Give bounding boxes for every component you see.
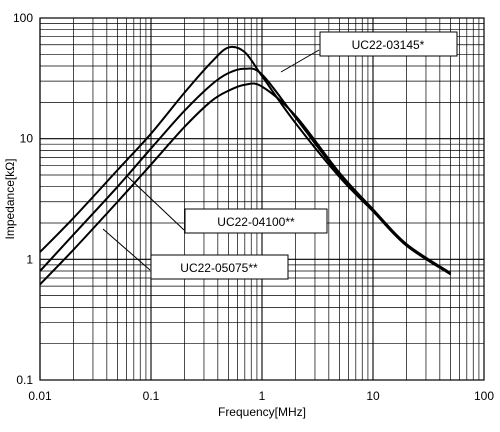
annotation-label: UC22-05075** xyxy=(180,261,258,275)
annotation-04100: UC22-04100** xyxy=(126,175,328,234)
y-tick-label: 10 xyxy=(20,132,34,146)
annotation-box xyxy=(184,208,328,234)
series-group xyxy=(39,45,452,286)
series-line-uc22-04100 xyxy=(39,67,452,275)
y-tick-label: 0.1 xyxy=(16,373,33,387)
series-line-uc22-05075 xyxy=(39,82,452,286)
annotation-box xyxy=(319,31,458,57)
annotation-leader xyxy=(280,49,320,73)
plot-frame xyxy=(39,17,485,381)
x-axis-title: Frequency[MHz] xyxy=(218,405,306,419)
annotation-03145: UC22-03145* xyxy=(280,31,458,73)
x-tick-label: 100 xyxy=(474,389,494,403)
annotation-05075: UC22-05075** xyxy=(102,228,289,280)
grid xyxy=(39,18,484,381)
annotation-leader xyxy=(102,228,151,271)
x-tick-label: 10 xyxy=(366,389,380,403)
x-tick-label: 0.1 xyxy=(143,389,160,403)
x-tick-label: 1 xyxy=(259,389,266,403)
annotation-label: UC22-03145* xyxy=(352,38,425,52)
annotation-label: UC22-04100** xyxy=(217,215,295,229)
y-tick-label: 1 xyxy=(26,252,33,266)
annotation-box xyxy=(150,254,289,280)
x-tick-label: 0.01 xyxy=(28,389,52,403)
tick-labels: 0.01 0.1 1 10 100 0.1 1 10 100 xyxy=(13,11,494,403)
y-tick-label: 100 xyxy=(13,11,33,25)
annotation-leader xyxy=(126,175,185,231)
y-axis-title: Impedance[kΩ] xyxy=(3,158,17,239)
